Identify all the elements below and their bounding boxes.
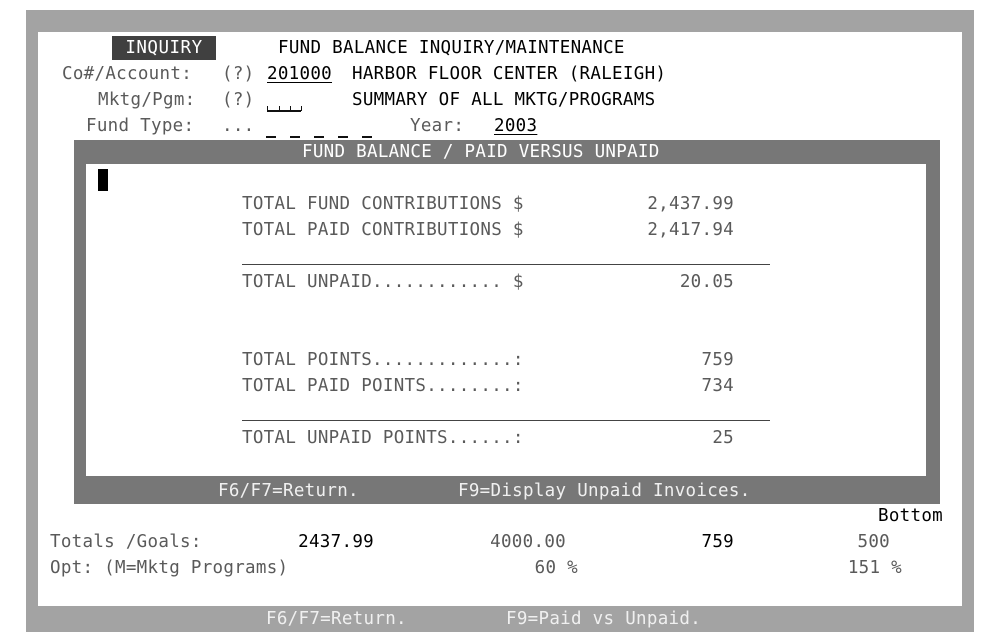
co-account-input[interactable]: 201000: [267, 64, 333, 84]
return-key[interactable]: F6/F7=Return.: [266, 609, 407, 629]
fund-type-label: Fund Type:: [86, 116, 195, 136]
mktg-pgm-input[interactable]: [265, 104, 303, 114]
popup-return-key[interactable]: F6/F7=Return.: [218, 481, 359, 501]
totals-goal: 4000.00: [490, 532, 566, 552]
paid-vs-unpaid-key[interactable]: F9=Paid vs Unpaid.: [506, 609, 702, 629]
co-account-prompt[interactable]: (?): [222, 64, 255, 84]
opt-percent-contributions: 60 %: [534, 558, 578, 578]
year-label: Year:: [410, 116, 465, 136]
total-points-value: 759: [701, 350, 734, 370]
totals-points: 759: [701, 532, 734, 552]
page-title: FUND BALANCE INQUIRY/MAINTENANCE: [278, 38, 625, 58]
total-unpaid-points-value: 25: [712, 428, 734, 448]
total-fund-contributions-value: 2,437.99: [647, 194, 734, 214]
total-paid-contributions-value: 2,417.94: [647, 220, 734, 240]
fund-type-prompt[interactable]: ...: [222, 116, 255, 136]
total-paid-points-label: TOTAL PAID POINTS........:: [242, 376, 524, 396]
fund-type-input[interactable]: [264, 132, 378, 142]
total-unpaid-points-label: TOTAL UNPAID POINTS......:: [242, 428, 524, 448]
opt-label: Opt: (M=Mktg Programs): [50, 558, 289, 578]
divider: [242, 420, 770, 421]
co-account-description: HARBOR FLOOR CENTER (RALEIGH): [352, 64, 667, 84]
popup-display-unpaid-key[interactable]: F9=Display Unpaid Invoices.: [458, 481, 751, 501]
year-input[interactable]: 2003: [494, 116, 538, 136]
popup-content: [86, 164, 926, 476]
mktg-pgm-label: Mktg/Pgm:: [98, 90, 196, 110]
popup-title: FUND BALANCE / PAID VERSUS UNPAID: [302, 142, 660, 162]
total-fund-contributions-label: TOTAL FUND CONTRIBUTIONS $: [242, 194, 524, 214]
mode-badge: INQUIRY: [112, 36, 216, 60]
total-points-label: TOTAL POINTS.............:: [242, 350, 524, 370]
text-cursor: [98, 169, 108, 191]
opt-percent-points: 151 %: [847, 558, 902, 578]
totals-label: Totals /Goals:: [50, 532, 202, 552]
totals-contributions: 2437.99: [298, 532, 374, 552]
co-account-label: Co#/Account:: [62, 64, 193, 84]
bottom-indicator: Bottom: [878, 506, 944, 526]
total-paid-points-value: 734: [701, 376, 734, 396]
total-paid-contributions-label: TOTAL PAID CONTRIBUTIONS $: [242, 220, 524, 240]
totals-points-goal: 500: [857, 532, 890, 552]
total-unpaid-value: 20.05: [679, 272, 734, 292]
function-key-bar: [38, 606, 962, 632]
mktg-pgm-description: SUMMARY OF ALL MKTG/PROGRAMS: [352, 90, 656, 110]
divider: [242, 264, 770, 265]
total-unpaid-label: TOTAL UNPAID............ $: [242, 272, 524, 292]
mktg-pgm-prompt[interactable]: (?): [222, 90, 255, 110]
